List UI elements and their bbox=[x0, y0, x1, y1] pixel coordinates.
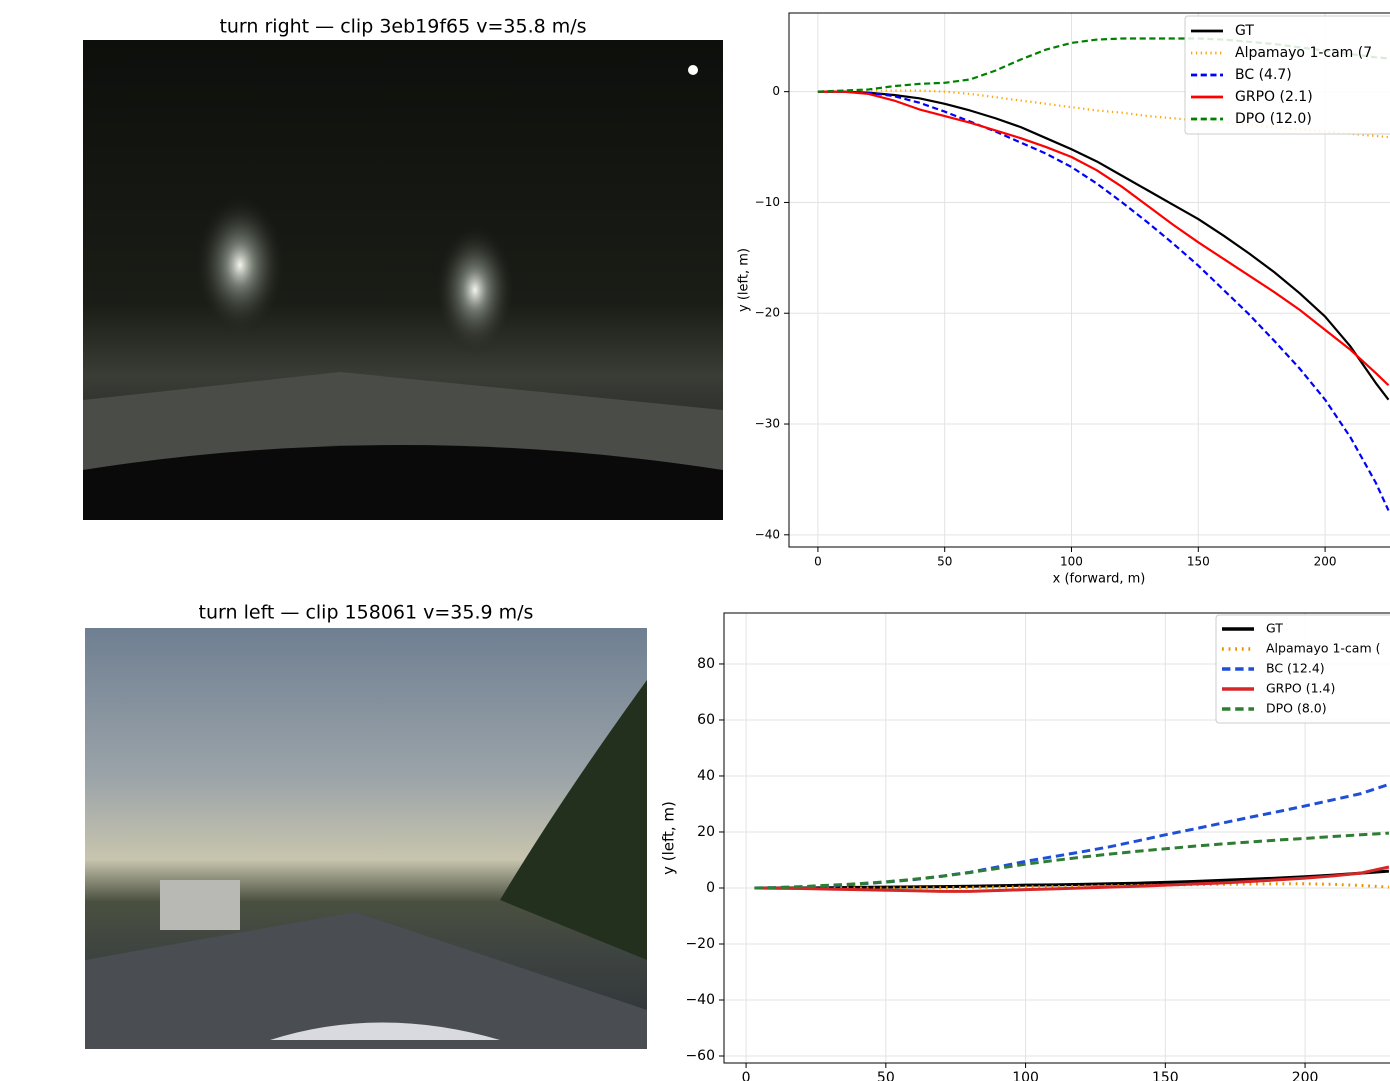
series-line bbox=[818, 92, 1389, 400]
x-tick-label: 200 bbox=[1314, 555, 1337, 569]
image-title: turn right — clip 3eb19f65 v=35.8 m/s bbox=[219, 16, 586, 38]
x-axis-label: x (forward, m) bbox=[1053, 572, 1146, 587]
legend-label: GT bbox=[1266, 621, 1283, 636]
y-tick-label: 20 bbox=[697, 824, 715, 840]
y-tick-label: 80 bbox=[697, 656, 715, 672]
y-tick-label: −40 bbox=[685, 992, 715, 1008]
y-tick-label: −40 bbox=[755, 527, 780, 541]
y-axis-label: y (left, m) bbox=[660, 801, 678, 875]
photo-night bbox=[83, 40, 723, 520]
y-tick-label: 60 bbox=[697, 712, 715, 728]
x-tick-label: 150 bbox=[1152, 1070, 1179, 1081]
series-line bbox=[754, 784, 1388, 888]
y-tick-label: −20 bbox=[755, 306, 780, 320]
x-tick-label: 200 bbox=[1292, 1070, 1319, 1081]
y-tick-label: 0 bbox=[772, 84, 780, 98]
y-axis-label: y (left, m) bbox=[737, 248, 752, 312]
legend-label: BC (12.4) bbox=[1266, 661, 1325, 676]
series-line bbox=[818, 92, 1389, 511]
x-tick-label: 0 bbox=[742, 1070, 751, 1081]
figure: turn right — clip 3eb19f65 v=35.8 m/s tu… bbox=[0, 0, 1390, 1081]
legend-label: Alpamayo 1-cam ( bbox=[1266, 641, 1381, 656]
legend-label: GT bbox=[1235, 23, 1254, 39]
y-tick-label: −20 bbox=[685, 936, 715, 952]
x-tick-label: 0 bbox=[814, 555, 822, 569]
y-tick-label: −60 bbox=[685, 1048, 715, 1064]
image-title: turn left — clip 158061 v=35.9 m/s bbox=[199, 602, 534, 624]
legend-label: Alpamayo 1-cam (7 bbox=[1235, 45, 1372, 61]
photo-dusk bbox=[85, 628, 647, 1049]
legend-label: DPO (12.0) bbox=[1235, 111, 1312, 127]
y-tick-label: −10 bbox=[755, 195, 780, 209]
x-tick-label: 50 bbox=[937, 555, 952, 569]
series-line bbox=[818, 92, 1389, 386]
y-tick-label: 40 bbox=[697, 768, 715, 784]
x-tick-label: 150 bbox=[1187, 555, 1210, 569]
legend-label: DPO (8.0) bbox=[1266, 701, 1327, 716]
legend-label: BC (4.7) bbox=[1235, 67, 1292, 83]
legend-label: GRPO (2.1) bbox=[1235, 89, 1313, 105]
legend-label: GRPO (1.4) bbox=[1266, 681, 1335, 696]
x-tick-label: 100 bbox=[1060, 555, 1083, 569]
y-tick-label: 0 bbox=[706, 880, 715, 896]
x-tick-label: 50 bbox=[877, 1070, 895, 1081]
y-tick-label: −30 bbox=[755, 417, 780, 431]
x-tick-label: 100 bbox=[1012, 1070, 1039, 1081]
